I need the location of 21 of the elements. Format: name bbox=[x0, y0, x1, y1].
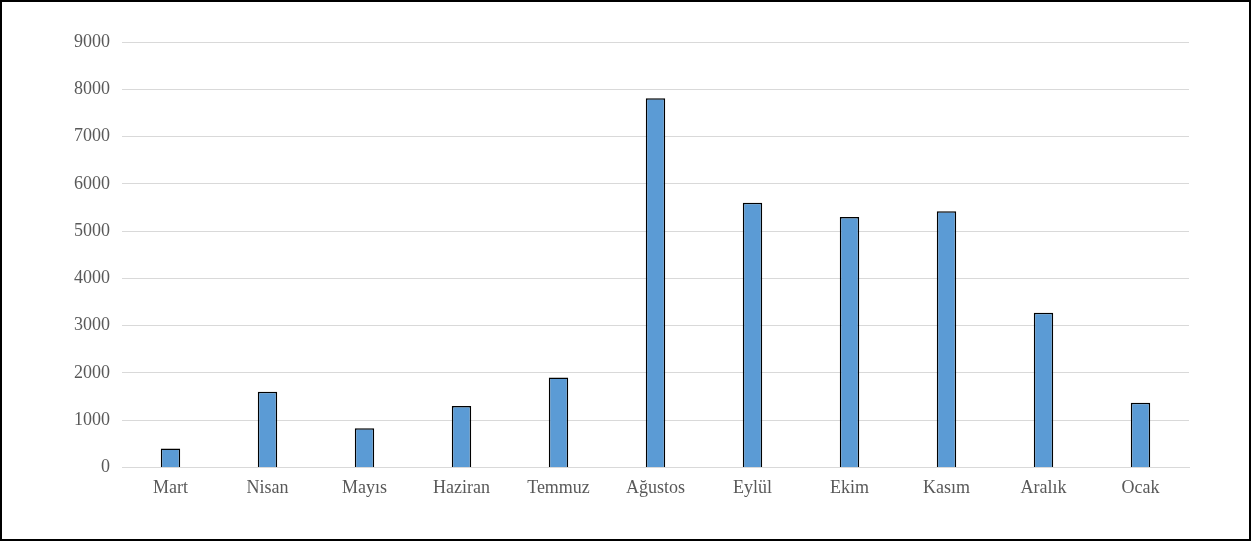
x-tick-label: Nisan bbox=[246, 476, 289, 497]
y-tick-label: 0 bbox=[101, 456, 110, 477]
y-tick-label: 5000 bbox=[74, 219, 110, 240]
y-tick-label: 1000 bbox=[74, 408, 110, 429]
x-tick-label: Aralık bbox=[1020, 476, 1067, 497]
y-tick-label: 9000 bbox=[74, 30, 110, 51]
x-tick-label: Ekim bbox=[830, 476, 869, 497]
x-tick-label: Temmuz bbox=[527, 476, 590, 497]
y-tick-label: 3000 bbox=[74, 314, 110, 335]
x-tick-label: Mart bbox=[153, 476, 188, 497]
x-tick-label: Eylül bbox=[733, 476, 772, 497]
x-tick-label: Haziran bbox=[433, 476, 490, 497]
x-tick-label: Ocak bbox=[1121, 476, 1160, 497]
y-tick-label: 6000 bbox=[74, 172, 110, 193]
y-tick-label: 7000 bbox=[74, 125, 110, 146]
x-tick-label: Ağustos bbox=[625, 476, 686, 497]
y-tick-label: 2000 bbox=[74, 361, 110, 382]
y-tick-label: 4000 bbox=[74, 267, 110, 288]
x-tick-label: Kasım bbox=[923, 476, 970, 497]
x-tick-label: Mayıs bbox=[342, 476, 387, 497]
y-tick-label: 8000 bbox=[74, 78, 110, 98]
